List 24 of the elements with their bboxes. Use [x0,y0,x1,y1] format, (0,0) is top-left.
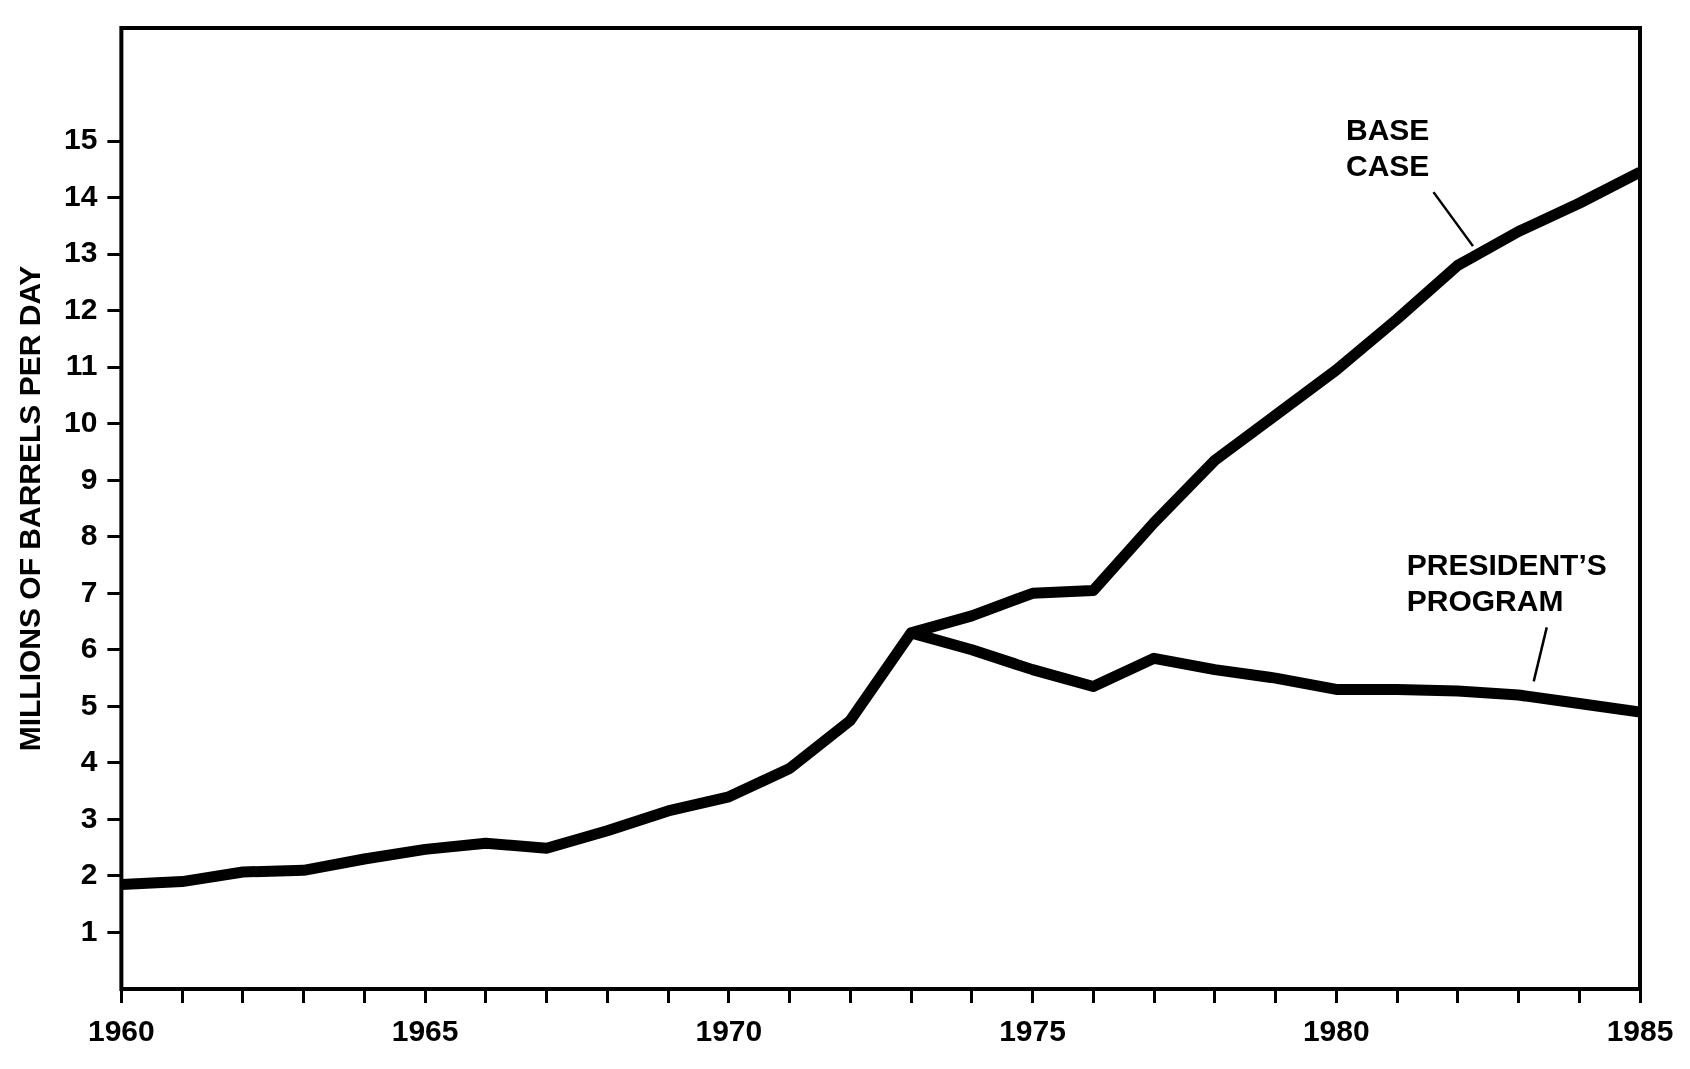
y-tick-label: 15 [63,122,98,156]
x-tick-label: 1970 [695,1014,763,1048]
y-tick-label: 3 [80,800,98,834]
x-tick-label: 1985 [1606,1014,1674,1048]
y-tick-label: 2 [80,857,98,891]
x-tick-label: 1975 [999,1014,1066,1048]
y-tick-label: 12 [63,291,98,325]
y-tick-label: 11 [65,348,98,382]
y-axis-title: MILLIONS OF BARRELS PER DAY [13,265,47,752]
y-tick-label: 1 [80,913,98,947]
y-tick-label: 8 [80,518,98,552]
annotation: BASE CASE [1345,113,1430,183]
y-tick-label: 14 [63,178,98,212]
x-tick-label: 1980 [1302,1014,1370,1048]
y-tick-label: 7 [80,574,98,608]
annotation: PRESIDENT’S PROGRAM [1406,548,1607,618]
y-tick-label: 6 [80,631,98,665]
y-tick-label: 5 [80,687,98,721]
y-tick-label: 13 [63,235,98,269]
x-tick-label: 1965 [391,1014,459,1048]
y-tick-label: 4 [80,744,98,778]
y-tick-label: 10 [63,404,98,438]
x-tick-label: 1960 [87,1014,155,1048]
y-tick-label: 9 [80,461,98,495]
